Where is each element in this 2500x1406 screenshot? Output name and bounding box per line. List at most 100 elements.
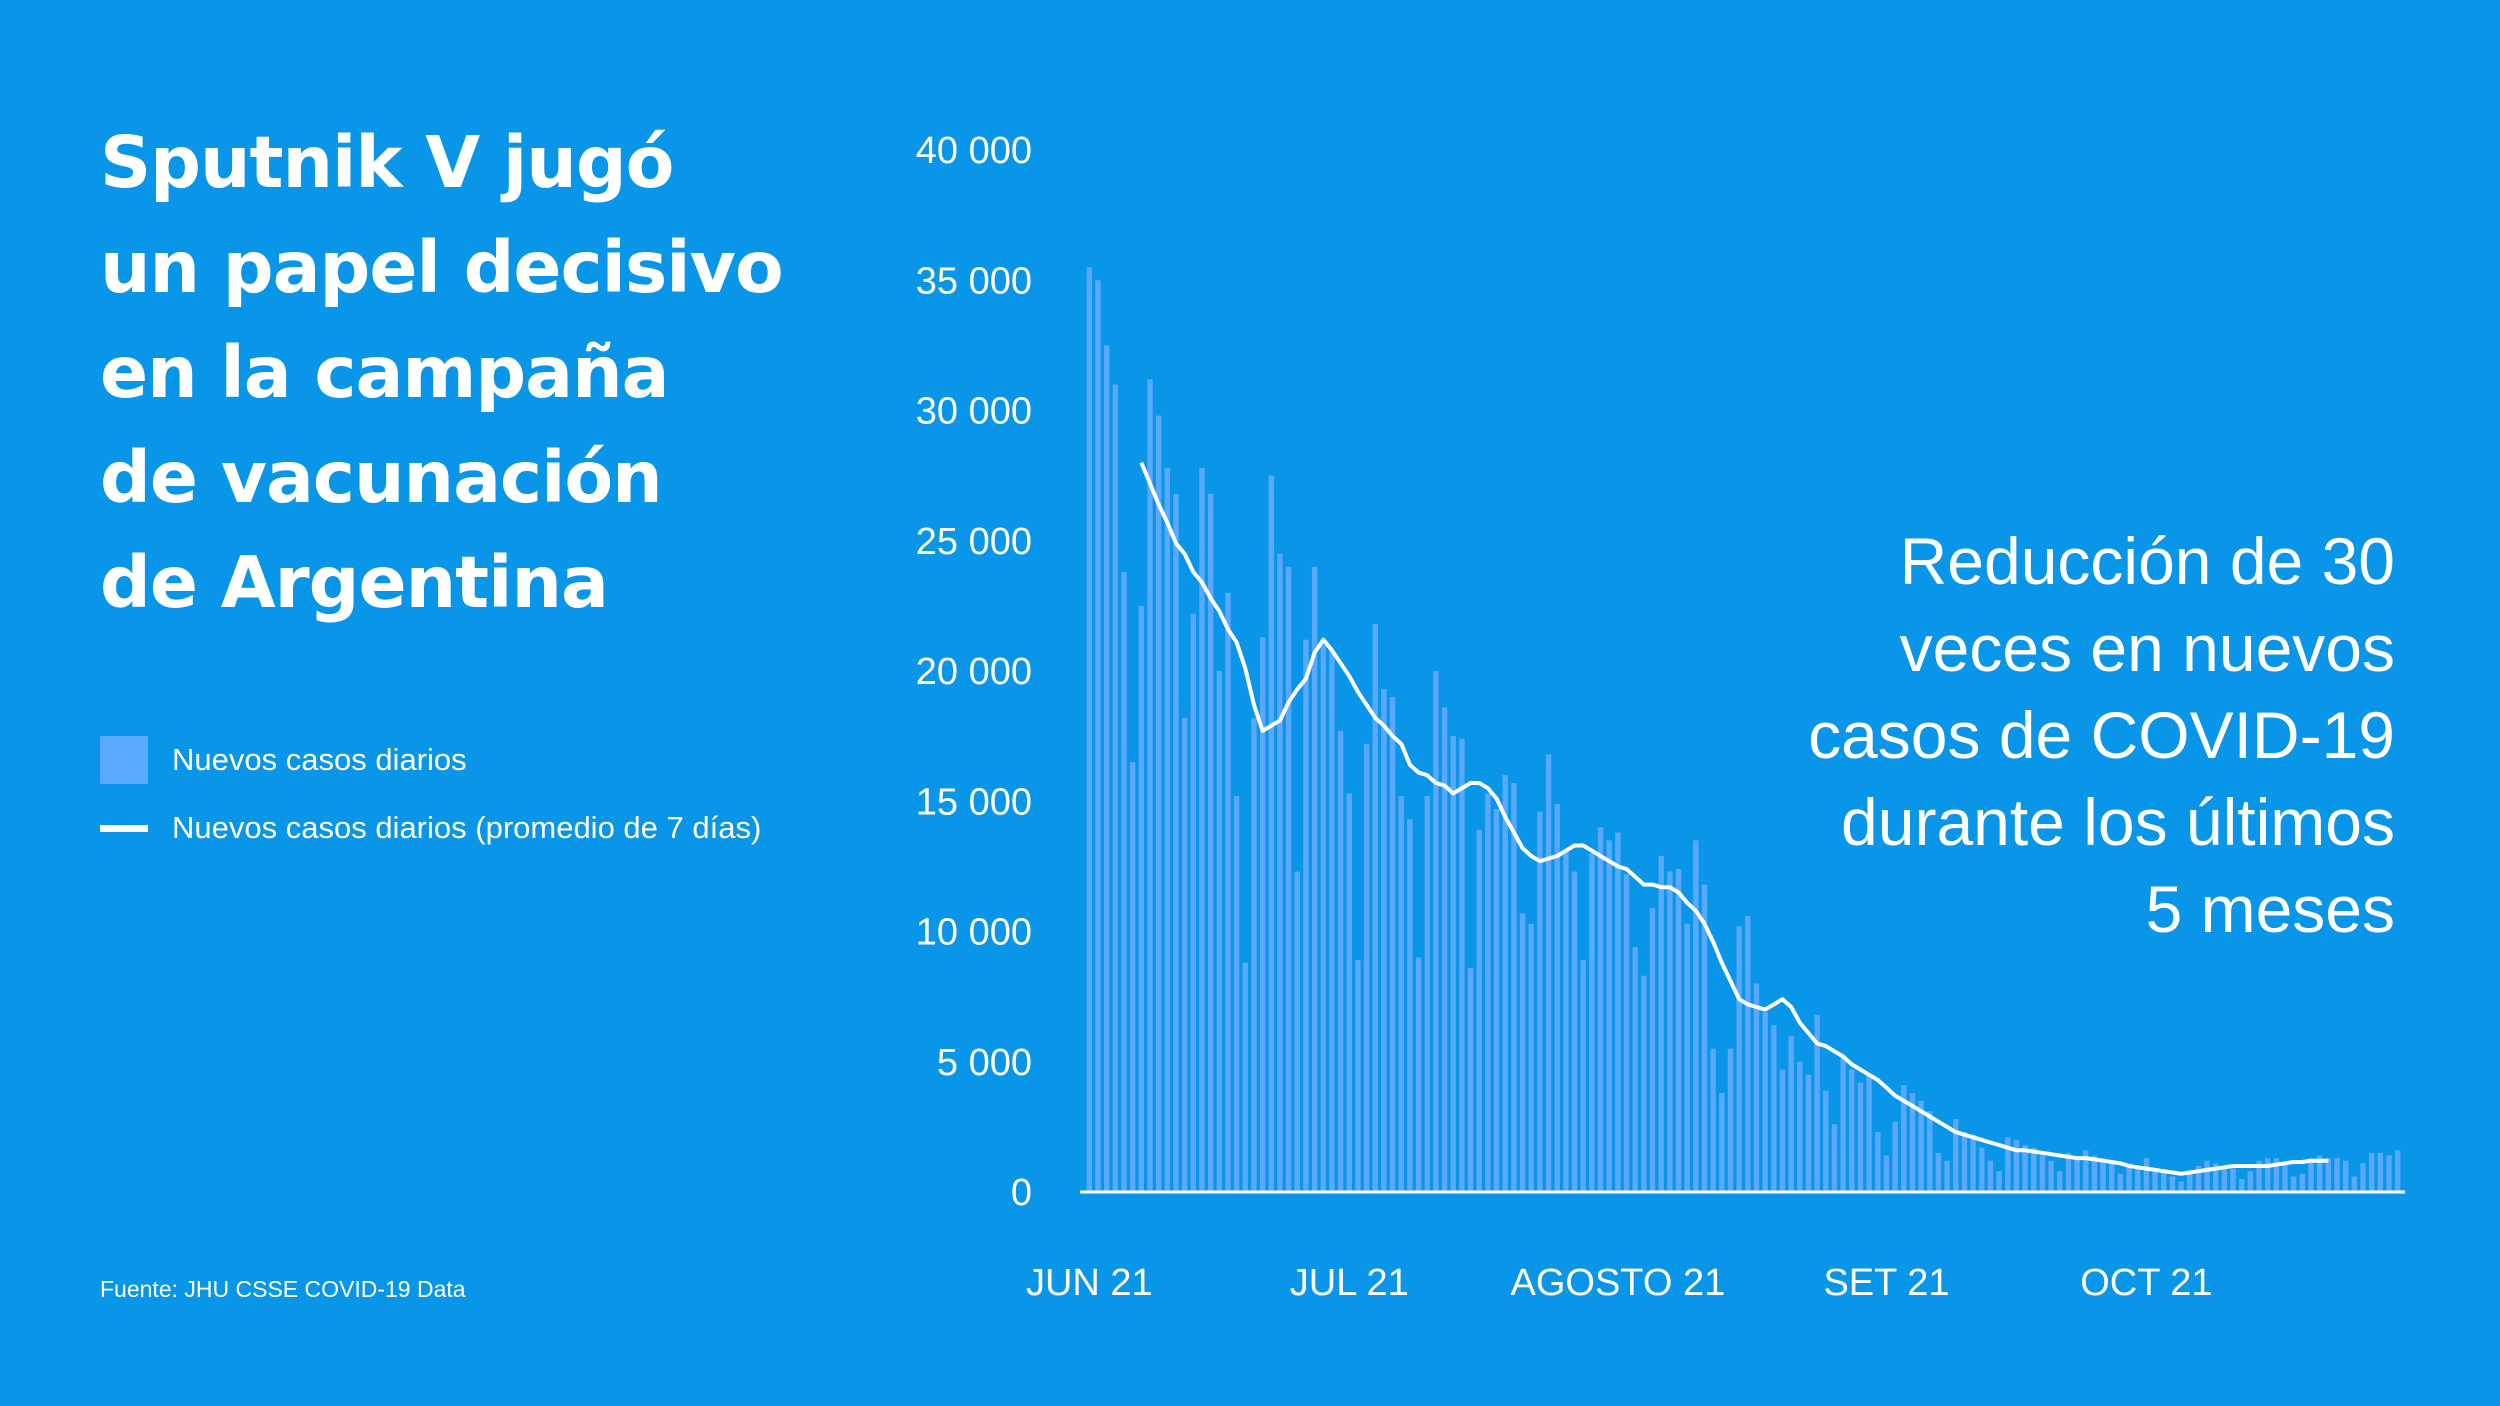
daily-cases-bar (1441, 707, 1448, 1192)
daily-cases-bar (1779, 1069, 1786, 1192)
annotation-line: veces en nuevos (1899, 611, 2395, 685)
daily-cases-bar (1251, 717, 1257, 1192)
x-tick-label: JUN 21 (1026, 1262, 1153, 1304)
daily-cases-bar (1355, 960, 1361, 1192)
daily-cases-bar (1727, 1048, 1734, 1192)
daily-cases-bar (2334, 1158, 2340, 1192)
daily-cases-bar (2239, 1178, 2245, 1192)
daily-cases-bar (1450, 736, 1456, 1192)
daily-cases-bar (2169, 1176, 2176, 1192)
daily-cases-bar (1615, 832, 1621, 1192)
legend-item-line: Nuevos casos diarios (promedio de 7 días… (100, 798, 761, 858)
daily-cases-bar (1537, 811, 1543, 1192)
daily-cases-bar (1667, 871, 1673, 1192)
daily-cases-bar (1303, 639, 1309, 1192)
daily-cases-bar (2204, 1160, 2210, 1192)
daily-cases-bar (2256, 1160, 2262, 1192)
title-line: de vacunación (100, 436, 663, 519)
daily-cases-bar (2083, 1150, 2089, 1192)
daily-cases-bar (1112, 384, 1119, 1192)
daily-cases-bar (1363, 743, 1370, 1192)
daily-cases-bar (1961, 1132, 1968, 1192)
x-tick-label: AGOSTO 21 (1511, 1262, 1726, 1304)
legend-item-bars: Nuevos casos diarios (100, 730, 761, 790)
daily-cases-bar (1909, 1093, 1916, 1192)
daily-cases-bar (1814, 1014, 1820, 1192)
daily-cases-bar (1199, 467, 1205, 1192)
daily-cases-bar (2074, 1158, 2080, 1192)
daily-cases-bar (1571, 871, 1578, 1192)
daily-cases-bar (2291, 1176, 2297, 1192)
daily-cases-bar (1970, 1134, 1976, 1192)
daily-cases-bar (1831, 1124, 1838, 1192)
daily-cases-bar (1259, 637, 1266, 1192)
daily-cases-bar (1849, 1069, 1855, 1192)
chart-annotation: Reducción de 30 veces en nuevos casos de… (1675, 518, 2395, 953)
daily-cases-bar (1311, 566, 1318, 1192)
daily-cases-bar (1953, 1119, 1959, 1192)
daily-cases-bar (2265, 1158, 2271, 1192)
daily-cases-bar (1381, 689, 1387, 1192)
legend-label-bars: Nuevos casos diarios (172, 742, 467, 777)
daily-cases-bar (1857, 1082, 1864, 1192)
daily-cases-bar (2039, 1155, 2046, 1192)
daily-cases-bar (1996, 1171, 2002, 1192)
daily-cases-bar (1095, 280, 1101, 1192)
daily-cases-bar (2057, 1171, 2063, 1192)
chart-legend: Nuevos casos diarios Nuevos casos diario… (100, 730, 761, 866)
daily-cases-bar (1918, 1100, 1924, 1192)
daily-cases-bar (1840, 1056, 1846, 1192)
daily-cases-bar (1753, 983, 1760, 1192)
daily-cases-bar (1710, 1048, 1716, 1192)
daily-cases-bar (2325, 1158, 2332, 1192)
daily-cases-bar (1519, 913, 1526, 1192)
daily-cases-bar (2022, 1145, 2028, 1192)
daily-cases-bar (1589, 853, 1595, 1192)
daily-cases-bar (2273, 1158, 2280, 1192)
daily-cases-bar (1901, 1085, 1907, 1192)
title-line: en la campaña (100, 331, 670, 414)
daily-cases-bar (1745, 915, 1751, 1192)
title-line: Sputnik V jugó (100, 121, 674, 204)
daily-cases-bar (1788, 1035, 1794, 1192)
daily-cases-bar (2152, 1168, 2158, 1192)
daily-cases-bar (2109, 1163, 2115, 1192)
daily-cases-bar (2100, 1158, 2106, 1192)
daily-cases-bar (2282, 1163, 2288, 1192)
daily-cases-bar (1979, 1147, 1985, 1192)
daily-cases-bar (2143, 1158, 2150, 1192)
daily-cases-bar (1467, 967, 1474, 1192)
daily-cases-bar (2178, 1181, 2184, 1192)
daily-cases-bars (1086, 267, 2401, 1193)
title-line: de Argentina (100, 541, 609, 624)
daily-cases-bar (1190, 613, 1196, 1192)
daily-cases-bar (2031, 1147, 2037, 1192)
daily-cases-bar (2005, 1137, 2011, 1192)
daily-cases-bar (2013, 1139, 2020, 1192)
y-tick-label: 0 (1011, 1172, 1032, 1214)
daily-cases-bar (1641, 975, 1647, 1192)
daily-cases-bar (1823, 1090, 1829, 1192)
y-tick-label: 30 000 (916, 391, 1032, 433)
daily-cases-bar (1762, 1012, 1768, 1192)
daily-cases-bar (2221, 1165, 2228, 1192)
daily-cases-bar (1892, 1121, 1898, 1192)
daily-cases-bar (1805, 1074, 1812, 1192)
daily-cases-bar (1580, 960, 1586, 1192)
daily-cases-bar (2135, 1165, 2141, 1192)
daily-cases-bar (1242, 962, 1248, 1192)
daily-cases-bar (1294, 871, 1300, 1192)
daily-cases-bar (1866, 1074, 1872, 1192)
daily-cases-bar (1485, 793, 1491, 1192)
daily-cases-bar (1086, 267, 1093, 1193)
legend-bar-swatch (100, 736, 148, 784)
x-tick-label: OCT 21 (2080, 1262, 2212, 1304)
daily-cases-bar (1459, 738, 1465, 1192)
daily-cases-bar (2360, 1163, 2366, 1192)
daily-cases-bar (1493, 809, 1500, 1192)
daily-cases-bar (1684, 923, 1690, 1192)
title-line: un papel decisivo (100, 226, 784, 309)
daily-cases-bar (1511, 783, 1517, 1192)
daily-cases-bar (2195, 1165, 2202, 1192)
